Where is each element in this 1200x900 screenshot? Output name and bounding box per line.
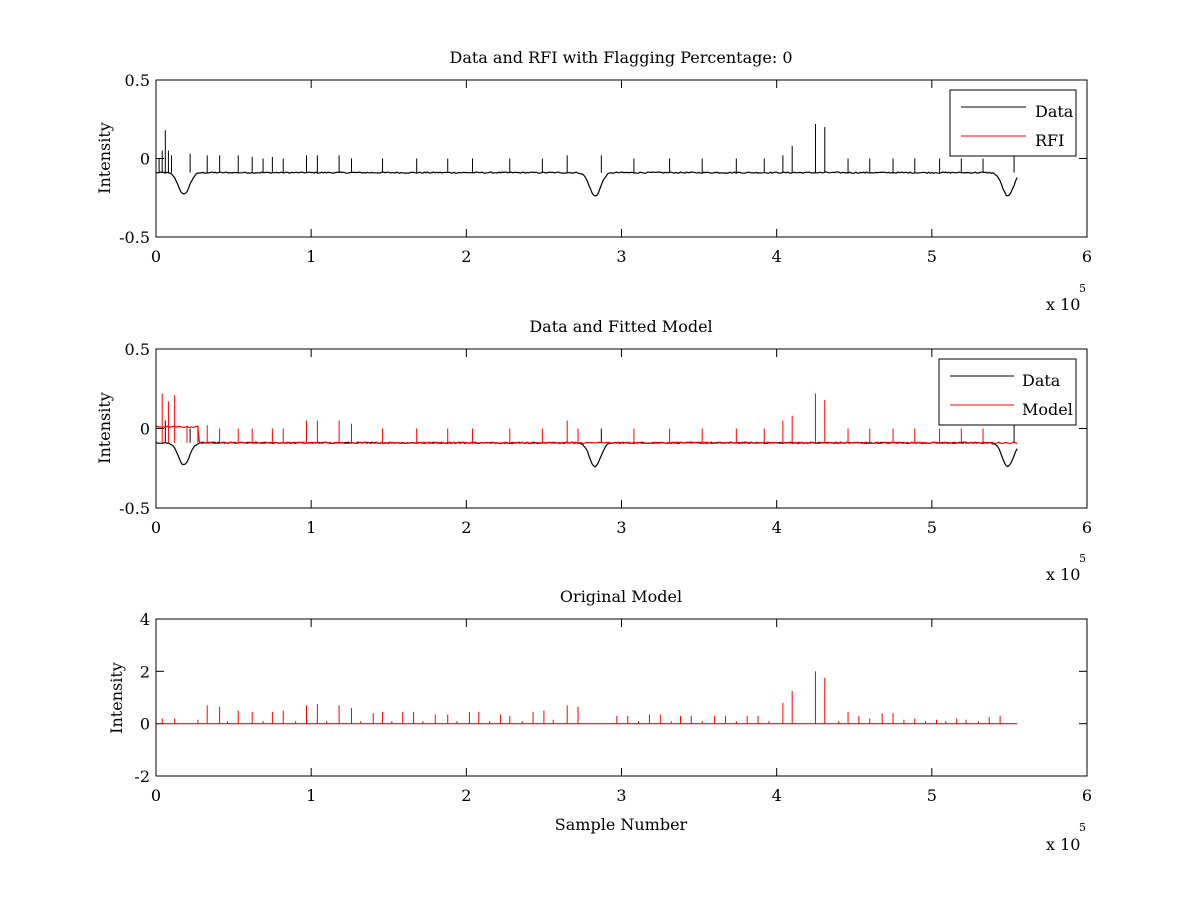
y-axis-label: Intensity [95, 392, 114, 464]
y-tick-label: 0 [140, 715, 150, 734]
x-exponent-base: x 10 [1046, 835, 1080, 854]
axes-frame [155, 79, 1088, 238]
x-tick-label: 3 [616, 247, 626, 266]
axes-frame [155, 618, 1088, 777]
y-tick-label: -0.5 [119, 499, 150, 518]
y-tick-label: 2 [140, 662, 150, 681]
legend-label-rfi: RFI [1035, 131, 1064, 150]
x-axis-label: Sample Number [555, 815, 688, 834]
legend: Data RFI [949, 89, 1077, 157]
x-tick-label: 6 [1082, 518, 1092, 537]
x-tick-label: 1 [306, 786, 316, 805]
y-tick-label: 4 [140, 610, 150, 629]
panel-title: Original Model [560, 587, 682, 606]
x-ticks: 0 1 2 3 4 5 6 [151, 80, 1092, 266]
x-exponent-base: x 10 [1046, 565, 1080, 584]
x-tick-label: 1 [306, 518, 316, 537]
x-tick-label: 5 [927, 518, 937, 537]
x-tick-label: 1 [306, 247, 316, 266]
x-tick-label: 4 [772, 786, 782, 805]
legend-box [949, 89, 1077, 157]
plot-area [156, 671, 1018, 725]
y-tick-label: 0 [140, 420, 150, 439]
x-exponent: x 10 5 [1046, 552, 1086, 584]
legend-label-data: Data [1022, 371, 1061, 390]
plot-area [155, 123, 1018, 197]
x-exponent: x 10 5 [1046, 821, 1086, 854]
x-tick-label: 2 [461, 247, 471, 266]
x-tick-label: 2 [461, 518, 471, 537]
x-tick-label: 0 [151, 786, 161, 805]
y-axis-label: Intensity [107, 662, 126, 734]
series-line-model [155, 425, 1018, 445]
axes-frame [155, 348, 1088, 509]
panel-title: Data and RFI with Flagging Percentage: 0 [449, 48, 792, 67]
panel-original-model: Original Model Intensity Sample Number 0… [107, 587, 1092, 854]
legend-box [938, 358, 1077, 426]
x-tick-label: 0 [151, 518, 161, 537]
x-tick-label: 0 [151, 247, 161, 266]
x-tick-label: 6 [1082, 786, 1092, 805]
x-tick-label: 4 [772, 518, 782, 537]
legend-label-data: Data [1035, 102, 1074, 121]
x-exponent: x 10 5 [1046, 282, 1086, 314]
y-axis-label: Intensity [95, 122, 114, 194]
series-line-data [155, 171, 1018, 197]
y-tick-label: 0.5 [125, 340, 150, 359]
x-tick-label: 6 [1082, 247, 1092, 266]
x-exponent-power: 5 [1079, 821, 1086, 834]
x-tick-label: 3 [616, 518, 626, 537]
x-tick-label: 3 [616, 786, 626, 805]
x-exponent-base: x 10 [1046, 295, 1080, 314]
y-ticks: -0.5 0 0.5 [119, 340, 1087, 518]
panel-title: Data and Fitted Model [529, 317, 712, 336]
legend: Data Model [938, 358, 1077, 426]
x-tick-label: 2 [461, 786, 471, 805]
x-tick-label: 5 [927, 247, 937, 266]
x-exponent-power: 5 [1079, 552, 1086, 565]
x-tick-label: 5 [927, 786, 937, 805]
x-tick-label: 4 [772, 247, 782, 266]
panel-data-rfi: Data and RFI with Flagging Percentage: 0… [95, 48, 1092, 314]
x-exponent-power: 5 [1079, 282, 1086, 295]
legend-label-model: Model [1022, 400, 1073, 419]
y-tick-label: -2 [134, 767, 150, 786]
plot-area [155, 393, 1018, 468]
y-tick-label: 0 [140, 150, 150, 169]
y-tick-label: 0.5 [125, 71, 150, 90]
y-tick-label: -0.5 [119, 228, 150, 247]
